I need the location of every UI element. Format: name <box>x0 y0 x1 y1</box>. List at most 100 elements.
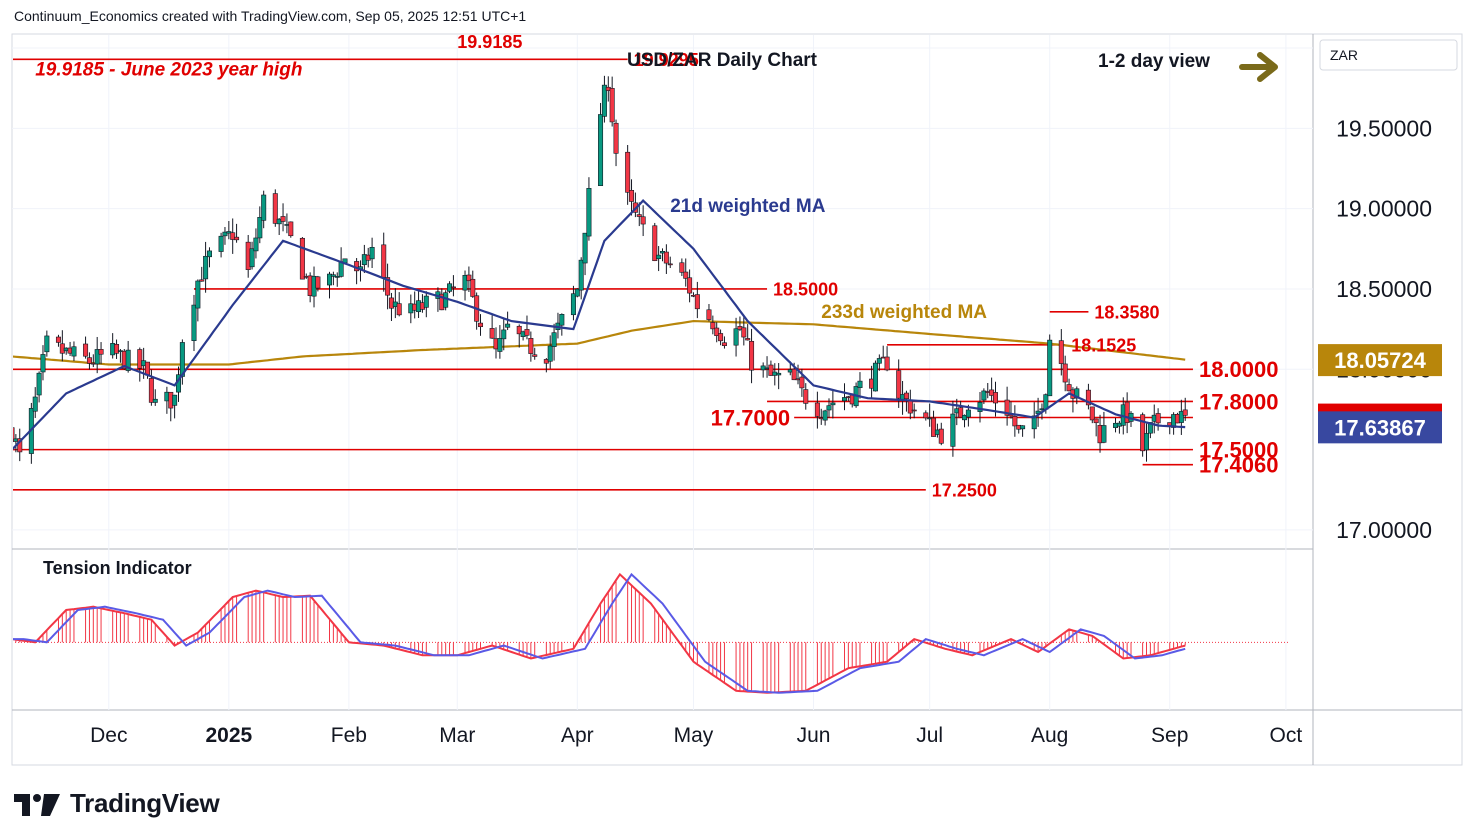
candle-body <box>1031 415 1037 430</box>
y-tick-label: 19.50000 <box>1336 115 1432 141</box>
price-badge-value: 18.05724 <box>1334 348 1427 373</box>
candle-body <box>385 277 391 296</box>
chart-annotation: 19.9185 - June 2023 year high <box>35 59 302 80</box>
candle-body <box>601 84 607 117</box>
candle-body <box>288 221 294 237</box>
candle-body <box>44 335 50 353</box>
candle-body <box>903 392 909 400</box>
candle-body <box>687 277 693 294</box>
candle-body <box>191 304 197 341</box>
x-tick-label: Dec <box>90 724 127 747</box>
candle-body <box>582 232 588 264</box>
candle-body <box>931 417 937 437</box>
candle-body <box>830 402 836 406</box>
grid-lines <box>12 35 1313 710</box>
candle-body <box>203 255 209 280</box>
candle-body <box>528 338 534 354</box>
x-tick-label: May <box>674 724 714 747</box>
tradingview-brand[interactable]: TradingView <box>14 788 220 819</box>
x-tick-label: Jul <box>916 724 943 747</box>
candle-body <box>841 397 847 402</box>
candle-body <box>872 362 878 392</box>
candle-body <box>1085 389 1091 406</box>
indicator-smoothed-line <box>13 572 1186 694</box>
candle-body <box>663 251 669 264</box>
tension-indicator-plot <box>13 572 1290 694</box>
x-tick-label: Jun <box>797 724 831 747</box>
chart-frame <box>11 33 1463 766</box>
candle-body <box>578 259 584 291</box>
candle-body <box>1004 399 1010 416</box>
candle-body <box>501 329 507 340</box>
x-tick-label: 2025 <box>205 724 252 747</box>
candle-body <box>249 248 255 268</box>
candle-body <box>1058 340 1064 364</box>
candle-body <box>55 336 61 343</box>
level-label: 18.1525 <box>1071 335 1136 355</box>
candle-body <box>1062 363 1068 383</box>
candle-body <box>497 338 503 352</box>
candle-body <box>710 322 716 330</box>
candle-body <box>1093 418 1099 424</box>
level-label: 18.0000 <box>1199 357 1279 382</box>
candle-body <box>1178 411 1184 423</box>
candle-body <box>36 372 42 396</box>
candle-body <box>640 216 646 225</box>
level-label: 17.7000 <box>711 405 791 430</box>
candle-body <box>94 349 100 365</box>
candle-body <box>629 190 635 202</box>
candle-body <box>71 346 77 357</box>
candle-body <box>962 414 968 421</box>
x-tick-label: Mar <box>439 724 475 747</box>
candle-body <box>598 114 604 186</box>
candle-body <box>315 276 321 289</box>
candle-body <box>741 327 747 338</box>
brand-name: TradingView <box>70 788 220 818</box>
candle-body <box>1124 401 1130 423</box>
candle-body <box>40 354 46 373</box>
candle-body <box>683 271 689 279</box>
chart-annotation: 21d weighted MA <box>670 196 825 217</box>
candle-body <box>950 413 956 447</box>
level-label: 17.8000 <box>1199 389 1279 414</box>
candle-body <box>327 273 333 286</box>
level-label: 19.9295 <box>634 50 699 70</box>
candle-body <box>230 232 236 240</box>
candle-body <box>791 368 797 381</box>
candle-body <box>218 235 224 252</box>
candle-body <box>466 274 472 282</box>
candle-body <box>195 280 201 309</box>
candle-body <box>776 372 782 376</box>
indicator-signal-line <box>13 572 1186 694</box>
candle-body <box>749 340 755 371</box>
candle-body <box>1066 384 1072 392</box>
candle-body <box>559 314 565 326</box>
candle-body <box>1155 413 1161 424</box>
candle-body <box>369 247 375 260</box>
level-label: 17.2500 <box>932 480 997 500</box>
candle-body <box>768 364 774 376</box>
tradingview-logo-icon <box>14 793 60 816</box>
x-tick-label: Feb <box>331 724 367 747</box>
candle-body <box>652 225 658 262</box>
candle-body <box>226 231 232 234</box>
candle-body <box>524 329 530 336</box>
chart-attribution: Continuum_Economics created with Trading… <box>14 8 527 24</box>
candle-body <box>13 427 15 442</box>
x-tick-label: Oct <box>1270 724 1303 747</box>
candle-body <box>826 405 832 411</box>
candle-body <box>586 188 592 237</box>
candle-body <box>977 402 983 412</box>
candle-body <box>505 323 511 328</box>
candle-body <box>814 402 820 417</box>
candle-body <box>570 293 576 316</box>
candle-body <box>896 370 902 399</box>
candle-body <box>32 396 38 412</box>
candle-body <box>450 286 456 289</box>
y-tick-label: 17.00000 <box>1336 517 1432 543</box>
candle-body <box>257 217 263 239</box>
candle-body <box>489 328 495 339</box>
candle-body <box>516 325 522 335</box>
candle-body <box>1144 433 1150 451</box>
